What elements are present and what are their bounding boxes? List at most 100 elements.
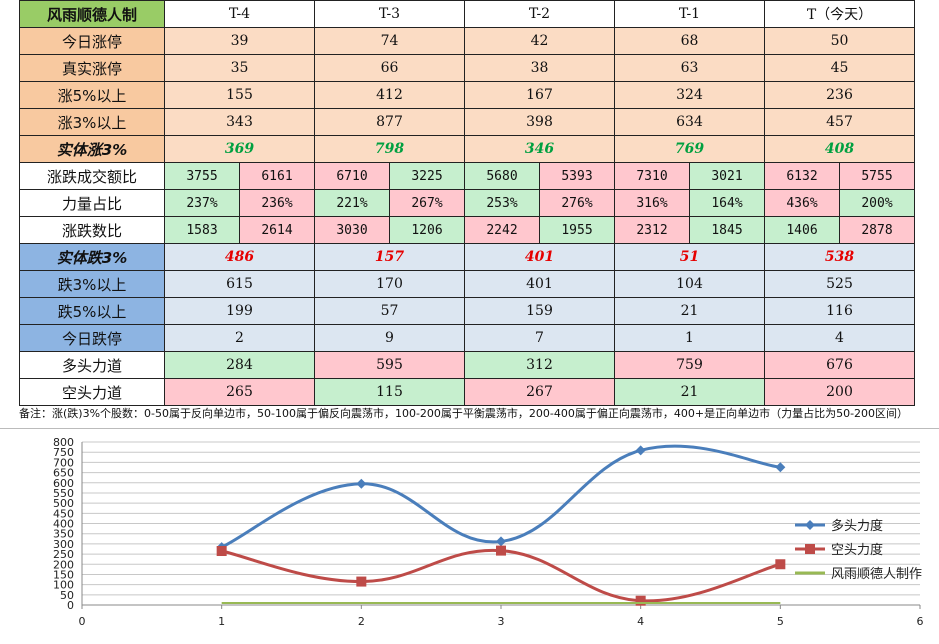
row-label: 跌5%以上	[19, 297, 165, 325]
table-cell: 21	[614, 297, 765, 325]
y-tick-label: 50	[60, 589, 74, 602]
table-cell: 5755	[839, 162, 915, 190]
table-cell: 398	[464, 108, 615, 136]
table-cell: 45	[764, 54, 915, 82]
table-row-down-total: 实体跌3% 486 157 401 51 538	[19, 243, 915, 271]
table-row: 今日涨停 39 74 42 68 50	[19, 27, 915, 55]
table-cell: 200	[764, 378, 915, 406]
table-cell: 486	[164, 243, 315, 271]
column-header: T-2	[464, 0, 615, 28]
table-cell: 2242	[464, 216, 540, 244]
table-cell: 236	[764, 81, 915, 109]
column-header: T-1	[614, 0, 765, 28]
table-cell: 116	[764, 297, 915, 325]
table-cell: 170	[314, 270, 465, 298]
footnote: 备注：涨(跌)3%个股数：0-50属于反向单边市，50-100属于偏反向震荡市，…	[19, 407, 909, 420]
data-point	[356, 576, 367, 587]
table-cell: 4	[764, 324, 915, 352]
table-cell: 6710	[314, 162, 390, 190]
table-row-force: 空头力道 265 115 267 21 200	[19, 378, 915, 406]
table-cell: 3030	[314, 216, 390, 244]
table-cell: 412	[314, 81, 465, 109]
y-tick-label: 700	[53, 456, 74, 469]
table-title: 风雨顺德人制	[19, 0, 165, 28]
table-cell: 74	[314, 27, 465, 55]
table-cell: 5680	[464, 162, 540, 190]
table-cell: 1955	[539, 216, 615, 244]
table-cell: 68	[614, 27, 765, 55]
row-label: 实体跌3%	[19, 243, 165, 271]
table-cell: 164%	[689, 189, 765, 217]
chart-grid	[82, 441, 920, 606]
table-cell: 436%	[764, 189, 840, 217]
table-cell: 39	[164, 27, 315, 55]
data-point	[775, 462, 786, 473]
table-cell: 167	[464, 81, 615, 109]
legend-label: 空头力度	[831, 542, 883, 558]
table-cell: 525	[764, 270, 915, 298]
data-point	[635, 595, 646, 606]
table-cell: 798	[314, 135, 465, 163]
data-point	[775, 559, 786, 570]
table-cell: 237%	[164, 189, 240, 217]
x-tick-label: 4	[637, 615, 644, 628]
row-label: 涨跌成交额比	[19, 162, 165, 190]
stats-table: 风雨顺德人制 T-4 T-3 T-2 T-1 T（今天） 今日涨停 39 74 42 68 50 真实涨…	[19, 0, 915, 406]
table-cell: 155	[164, 81, 315, 109]
table-cell: 1206	[389, 216, 465, 244]
table-row-pair: 涨跌成交额比 3755 6161 6710 3225 5680 5393 7310 3021 61…	[19, 162, 915, 190]
table-cell: 63	[614, 54, 765, 82]
table-cell: 2614	[239, 216, 315, 244]
table-cell: 538	[764, 243, 915, 271]
table-cell: 42	[464, 27, 615, 55]
column-header: T-3	[314, 0, 465, 28]
x-tick-label: 2	[358, 615, 365, 628]
table-cell: 1845	[689, 216, 765, 244]
x-tick-label: 0	[79, 615, 86, 628]
y-tick-label: 550	[53, 487, 74, 500]
table-cell: 324	[614, 81, 765, 109]
table-cell: 369	[164, 135, 315, 163]
table-cell: 267	[464, 378, 615, 406]
table-cell: 21	[614, 378, 765, 406]
x-tick-label: 6	[917, 615, 924, 628]
column-header: T-4	[164, 0, 315, 28]
row-label: 跌3%以上	[19, 270, 165, 298]
table-cell: 57	[314, 297, 465, 325]
table-cell: 7310	[614, 162, 690, 190]
table-cell: 457	[764, 108, 915, 136]
table-cell: 595	[314, 351, 465, 379]
column-header: T（今天）	[764, 0, 915, 28]
table-cell: 6161	[239, 162, 315, 190]
table-cell: 51	[614, 243, 765, 271]
table-cell: 38	[464, 54, 615, 82]
table-row: 跌5%以上 199 57 159 21 116	[19, 297, 915, 325]
x-tick-label: 5	[777, 615, 784, 628]
table-cell: 2312	[614, 216, 690, 244]
table-cell: 759	[614, 351, 765, 379]
table-cell: 5393	[539, 162, 615, 190]
row-label: 空头力道	[19, 378, 165, 406]
row-label: 涨3%以上	[19, 108, 165, 136]
y-tick-label: 150	[53, 568, 74, 581]
divider	[0, 428, 939, 429]
table-cell: 115	[314, 378, 465, 406]
table-cell: 346	[464, 135, 615, 163]
table-cell: 6132	[764, 162, 840, 190]
table-cell: 676	[764, 351, 915, 379]
legend-marker	[805, 544, 815, 554]
row-label: 实体涨3%	[19, 135, 165, 163]
table-cell: 312	[464, 351, 615, 379]
table-cell: 35	[164, 54, 315, 82]
legend-marker	[805, 520, 815, 530]
data-point	[216, 546, 227, 557]
table-cell: 408	[764, 135, 915, 163]
x-axis: 0 1 2 3 4 5 6	[79, 605, 924, 628]
chart-plot-area	[216, 444, 786, 606]
table-cell: 50	[764, 27, 915, 55]
row-label: 真实涨停	[19, 54, 165, 82]
row-label: 涨跌数比	[19, 216, 165, 244]
y-tick-label: 350	[53, 528, 74, 541]
y-tick-label: 500	[53, 497, 74, 510]
y-axis: 0501001502002503003504004505005506006507…	[53, 436, 83, 612]
